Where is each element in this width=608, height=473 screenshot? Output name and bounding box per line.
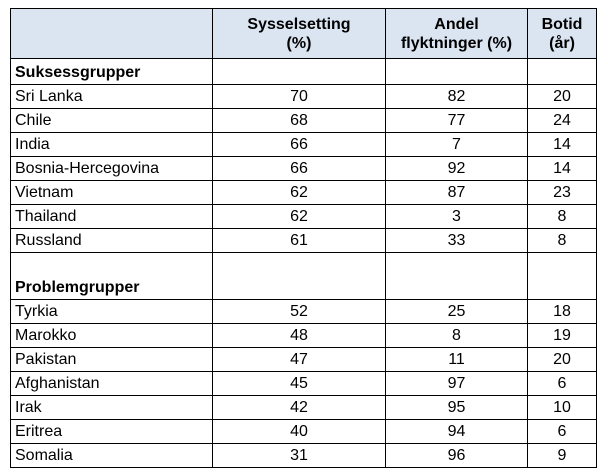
value-cell: 6: [527, 419, 597, 444]
data-row: Somalia 31 96 9: [10, 443, 597, 468]
value-cell: 31: [212, 443, 386, 468]
country-cell: Bosnia-Hercegovina: [10, 156, 213, 181]
value-cell: 66: [212, 156, 386, 181]
empty-cell: [212, 58, 386, 85]
value-cell: 42: [212, 395, 386, 420]
value-cell: 8: [527, 228, 597, 253]
value-cell: 14: [527, 132, 597, 157]
value-cell: 6: [527, 371, 597, 396]
value-cell: 96: [385, 443, 528, 468]
value-cell: 61: [212, 228, 386, 253]
value-cell: 62: [212, 204, 386, 229]
country-cell: Pakistan: [10, 347, 213, 372]
value-cell: 87: [385, 180, 528, 205]
value-cell: 10: [527, 395, 597, 420]
header-row: Sysselsetting (%) Andel flyktninger (%) Bo…: [10, 8, 597, 59]
value-cell: 45: [212, 371, 386, 396]
value-cell: 62: [212, 180, 386, 205]
country-cell: Vietnam: [10, 180, 213, 205]
column-header: Sysselsetting (%): [212, 8, 386, 59]
country-cell: Chile: [10, 108, 213, 133]
data-row: Sri Lanka 70 82 20: [10, 84, 597, 109]
value-cell: 52: [212, 299, 386, 324]
data-row: India 66 7 14: [10, 132, 597, 157]
value-cell: 92: [385, 156, 528, 181]
value-cell: 11: [385, 347, 528, 372]
value-cell: 68: [212, 108, 386, 133]
country-cell: Marokko: [10, 323, 213, 348]
country-cell: Tyrkia: [10, 299, 213, 324]
country-cell: Russland: [10, 228, 213, 253]
data-table: Sysselsetting (%) Andel flyktninger (%) Bo…: [10, 8, 597, 468]
value-cell: 18: [527, 299, 597, 324]
country-cell: Thailand: [10, 204, 213, 229]
value-cell: 14: [527, 156, 597, 181]
empty-cell: [527, 252, 597, 300]
value-cell: 95: [385, 395, 528, 420]
value-cell: 47: [212, 347, 386, 372]
value-cell: 82: [385, 84, 528, 109]
data-row: Russland 61 33 8: [10, 228, 597, 253]
group-row: Problemgrupper: [10, 252, 597, 300]
value-cell: 70: [212, 84, 386, 109]
group-title: Suksessgrupper: [10, 58, 213, 85]
country-cell: India: [10, 132, 213, 157]
country-cell: Somalia: [10, 443, 213, 468]
value-cell: 9: [527, 443, 597, 468]
data-row: Pakistan 47 11 20: [10, 347, 597, 372]
empty-cell: [212, 252, 386, 300]
data-row: Irak 42 95 10: [10, 395, 597, 420]
value-cell: 8: [527, 204, 597, 229]
value-cell: 20: [527, 347, 597, 372]
value-cell: 19: [527, 323, 597, 348]
country-cell: Eritrea: [10, 419, 213, 444]
value-cell: 7: [385, 132, 528, 157]
value-cell: 40: [212, 419, 386, 444]
value-cell: 23: [527, 180, 597, 205]
value-cell: 20: [527, 84, 597, 109]
data-row: Thailand 62 3 8: [10, 204, 597, 229]
value-cell: 24: [527, 108, 597, 133]
group-row: Suksessgrupper: [10, 58, 597, 85]
value-cell: 33: [385, 228, 528, 253]
data-row: Chile 68 77 24: [10, 108, 597, 133]
column-header: [10, 8, 213, 59]
column-header: Botid (år): [527, 8, 597, 59]
value-cell: 97: [385, 371, 528, 396]
value-cell: 8: [385, 323, 528, 348]
data-row: Afghanistan 45 97 6: [10, 371, 597, 396]
table-body: Sysselsetting (%) Andel flyktninger (%) Bo…: [10, 8, 597, 468]
empty-cell: [527, 58, 597, 85]
empty-cell: [385, 58, 528, 85]
data-row: Eritrea 40 94 6: [10, 419, 597, 444]
data-row: Vietnam 62 87 23: [10, 180, 597, 205]
country-cell: Irak: [10, 395, 213, 420]
country-cell: Afghanistan: [10, 371, 213, 396]
empty-cell: [385, 252, 528, 300]
value-cell: 94: [385, 419, 528, 444]
value-cell: 66: [212, 132, 386, 157]
value-cell: 48: [212, 323, 386, 348]
column-header: Andel flyktninger (%): [385, 8, 528, 59]
data-row: Tyrkia 52 25 18: [10, 299, 597, 324]
group-title: Problemgrupper: [10, 252, 213, 300]
value-cell: 25: [385, 299, 528, 324]
value-cell: 3: [385, 204, 528, 229]
data-row: Bosnia-Hercegovina 66 92 14: [10, 156, 597, 181]
value-cell: 77: [385, 108, 528, 133]
country-cell: Sri Lanka: [10, 84, 213, 109]
data-row: Marokko 48 8 19: [10, 323, 597, 348]
